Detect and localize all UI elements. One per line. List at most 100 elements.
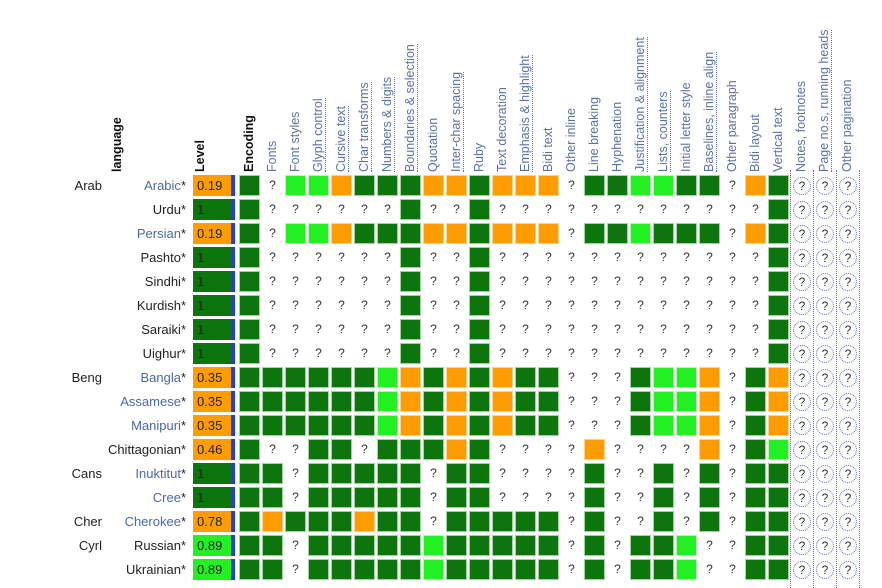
status-cell[interactable] [515,175,536,196]
status-cell[interactable] [584,535,605,556]
status-cell[interactable]: ? [568,466,575,480]
status-cell[interactable] [469,487,490,508]
language-name[interactable]: Manipuri* [131,418,186,433]
status-cell[interactable] [446,223,467,244]
status-cell[interactable]: ? [499,490,506,504]
status-cell[interactable]: ? [637,274,644,288]
status-cell[interactable]: ? [361,202,368,216]
status-cell[interactable]: ? [752,322,759,336]
unknown-status-circle[interactable]: ? [816,465,834,483]
status-cell[interactable] [377,511,398,532]
status-cell[interactable]: ? [361,442,368,456]
status-cell[interactable] [492,415,513,436]
status-cell[interactable]: ? [614,274,621,288]
status-cell[interactable] [699,223,720,244]
status-cell[interactable]: ? [591,202,598,216]
status-cell[interactable]: ? [706,202,713,216]
status-cell[interactable]: ? [706,538,713,552]
status-cell[interactable] [584,559,605,580]
language-name[interactable]: Cherokee* [124,514,186,529]
status-cell[interactable] [469,439,490,460]
status-cell[interactable] [377,175,398,196]
status-cell[interactable]: ? [568,346,575,360]
status-cell[interactable]: ? [614,370,621,384]
status-cell[interactable]: ? [729,274,736,288]
status-cell[interactable]: ? [568,370,575,384]
status-cell[interactable] [653,391,674,412]
status-cell[interactable] [308,415,329,436]
status-cell[interactable] [492,367,513,388]
status-cell[interactable]: ? [568,538,575,552]
status-cell[interactable] [469,223,490,244]
status-cell[interactable] [377,391,398,412]
status-cell[interactable] [538,175,559,196]
status-cell[interactable]: ? [637,322,644,336]
status-cell[interactable]: ? [430,322,437,336]
status-cell[interactable] [377,439,398,460]
status-cell[interactable]: ? [292,562,299,576]
status-cell[interactable] [584,511,605,532]
status-cell[interactable] [469,535,490,556]
status-cell[interactable] [653,487,674,508]
status-cell[interactable]: ? [637,298,644,312]
status-cell[interactable]: ? [522,274,529,288]
status-cell[interactable] [400,559,421,580]
status-cell[interactable]: ? [591,250,598,264]
status-cell[interactable]: ? [522,442,529,456]
status-cell[interactable] [262,559,283,580]
status-cell[interactable]: ? [338,298,345,312]
status-cell[interactable]: ? [315,346,322,360]
status-cell[interactable] [768,175,789,196]
status-cell[interactable] [492,559,513,580]
status-cell[interactable]: ? [269,322,276,336]
status-cell[interactable] [308,223,329,244]
status-cell[interactable]: ? [729,346,736,360]
status-cell[interactable]: ? [752,250,759,264]
status-cell[interactable]: ? [683,466,690,480]
status-cell[interactable] [699,439,720,460]
status-cell[interactable] [469,319,490,340]
status-cell[interactable] [239,247,260,268]
status-cell[interactable] [239,391,260,412]
status-cell[interactable] [239,319,260,340]
status-cell[interactable] [400,223,421,244]
status-cell[interactable]: ? [430,298,437,312]
status-cell[interactable] [653,367,674,388]
status-cell[interactable] [331,535,352,556]
status-cell[interactable]: ? [269,442,276,456]
status-cell[interactable] [538,559,559,580]
status-cell[interactable]: ? [591,418,598,432]
status-cell[interactable] [239,535,260,556]
status-cell[interactable]: ? [568,562,575,576]
status-cell[interactable] [446,391,467,412]
status-cell[interactable] [400,175,421,196]
status-cell[interactable] [768,391,789,412]
status-cell[interactable] [308,559,329,580]
status-cell[interactable]: ? [499,442,506,456]
status-cell[interactable]: ? [545,202,552,216]
status-cell[interactable] [377,415,398,436]
status-cell[interactable] [515,511,536,532]
status-cell[interactable] [469,199,490,220]
status-cell[interactable] [239,367,260,388]
status-cell[interactable] [239,415,260,436]
status-cell[interactable]: ? [522,250,529,264]
status-cell[interactable]: ? [315,322,322,336]
status-cell[interactable] [446,175,467,196]
status-cell[interactable] [239,343,260,364]
status-cell[interactable]: ? [591,322,598,336]
status-cell[interactable] [584,223,605,244]
status-cell[interactable] [699,463,720,484]
status-cell[interactable] [377,559,398,580]
unknown-status-circle[interactable]: ? [839,537,857,555]
status-cell[interactable]: ? [430,274,437,288]
status-cell[interactable] [308,511,329,532]
status-cell[interactable]: ? [453,298,460,312]
status-cell[interactable] [446,487,467,508]
status-cell[interactable] [584,487,605,508]
status-cell[interactable]: ? [752,298,759,312]
status-cell[interactable] [653,175,674,196]
status-cell[interactable]: ? [637,466,644,480]
status-cell[interactable]: ? [637,442,644,456]
status-cell[interactable]: ? [430,466,437,480]
